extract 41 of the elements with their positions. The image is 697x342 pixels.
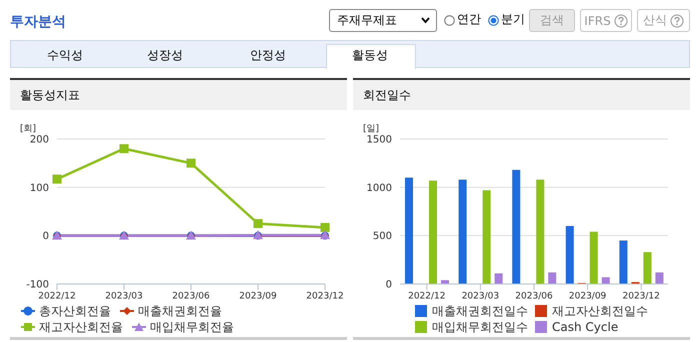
x-tick-label: 2023/03 xyxy=(462,291,500,302)
y-tick-label: 0 xyxy=(386,280,392,291)
text: 연간 xyxy=(457,11,481,28)
text: IFRS xyxy=(584,14,611,28)
legend-label: 재고자산회전일수 xyxy=(552,303,648,319)
legend-label: 매입채무회전일수 xyxy=(432,319,528,335)
y-axis-title: [회] xyxy=(20,123,36,135)
x-tick-label: 2023/12 xyxy=(622,291,660,302)
y-tick-label: -100 xyxy=(26,280,49,291)
y-tick-label: 500 xyxy=(372,231,392,242)
legend-label: 재고자산회전율 xyxy=(39,319,123,335)
y-tick-label: 0 xyxy=(42,231,49,242)
legend-label: 매입채무회전율 xyxy=(150,319,234,335)
x-tick-label: 2022/12 xyxy=(408,291,446,302)
x-tick-label: 2023/09 xyxy=(239,291,277,302)
y-tick-label: 1500 xyxy=(366,134,392,146)
text: 주재무제표 xyxy=(337,12,397,29)
y-tick-label: 200 xyxy=(30,134,49,146)
text: 투자분석 xyxy=(10,13,66,31)
x-tick-label: 2023/06 xyxy=(172,291,210,302)
x-tick-label: 2022/12 xyxy=(38,291,76,302)
text: 분기 xyxy=(501,11,525,28)
y-axis-title: [일] xyxy=(363,123,380,135)
legend-label: 매출채권회전일수 xyxy=(432,303,528,319)
legend-label: Cash Cycle xyxy=(552,319,618,335)
x-tick-label: 2023/06 xyxy=(515,291,553,302)
chart-title: 회전일수 xyxy=(353,80,690,110)
y-tick-label: 100 xyxy=(30,182,49,194)
legend-label: 매출채권회전율 xyxy=(138,303,222,319)
y-tick-label: 1000 xyxy=(366,182,392,194)
legend-label: 총자산회전율 xyxy=(39,303,111,319)
text: 산식 xyxy=(643,12,667,29)
x-tick-label: 2023/12 xyxy=(306,291,344,302)
text: 검색 xyxy=(540,12,564,29)
chart-title: 활동성지표 xyxy=(10,80,347,110)
text: 활동성 xyxy=(351,47,389,64)
x-tick-label: 2023/03 xyxy=(105,291,143,302)
text: 성장성 xyxy=(146,47,184,64)
text: 수익성 xyxy=(46,47,84,64)
text: 안정성 xyxy=(249,47,287,64)
x-tick-label: 2023/09 xyxy=(568,291,607,302)
